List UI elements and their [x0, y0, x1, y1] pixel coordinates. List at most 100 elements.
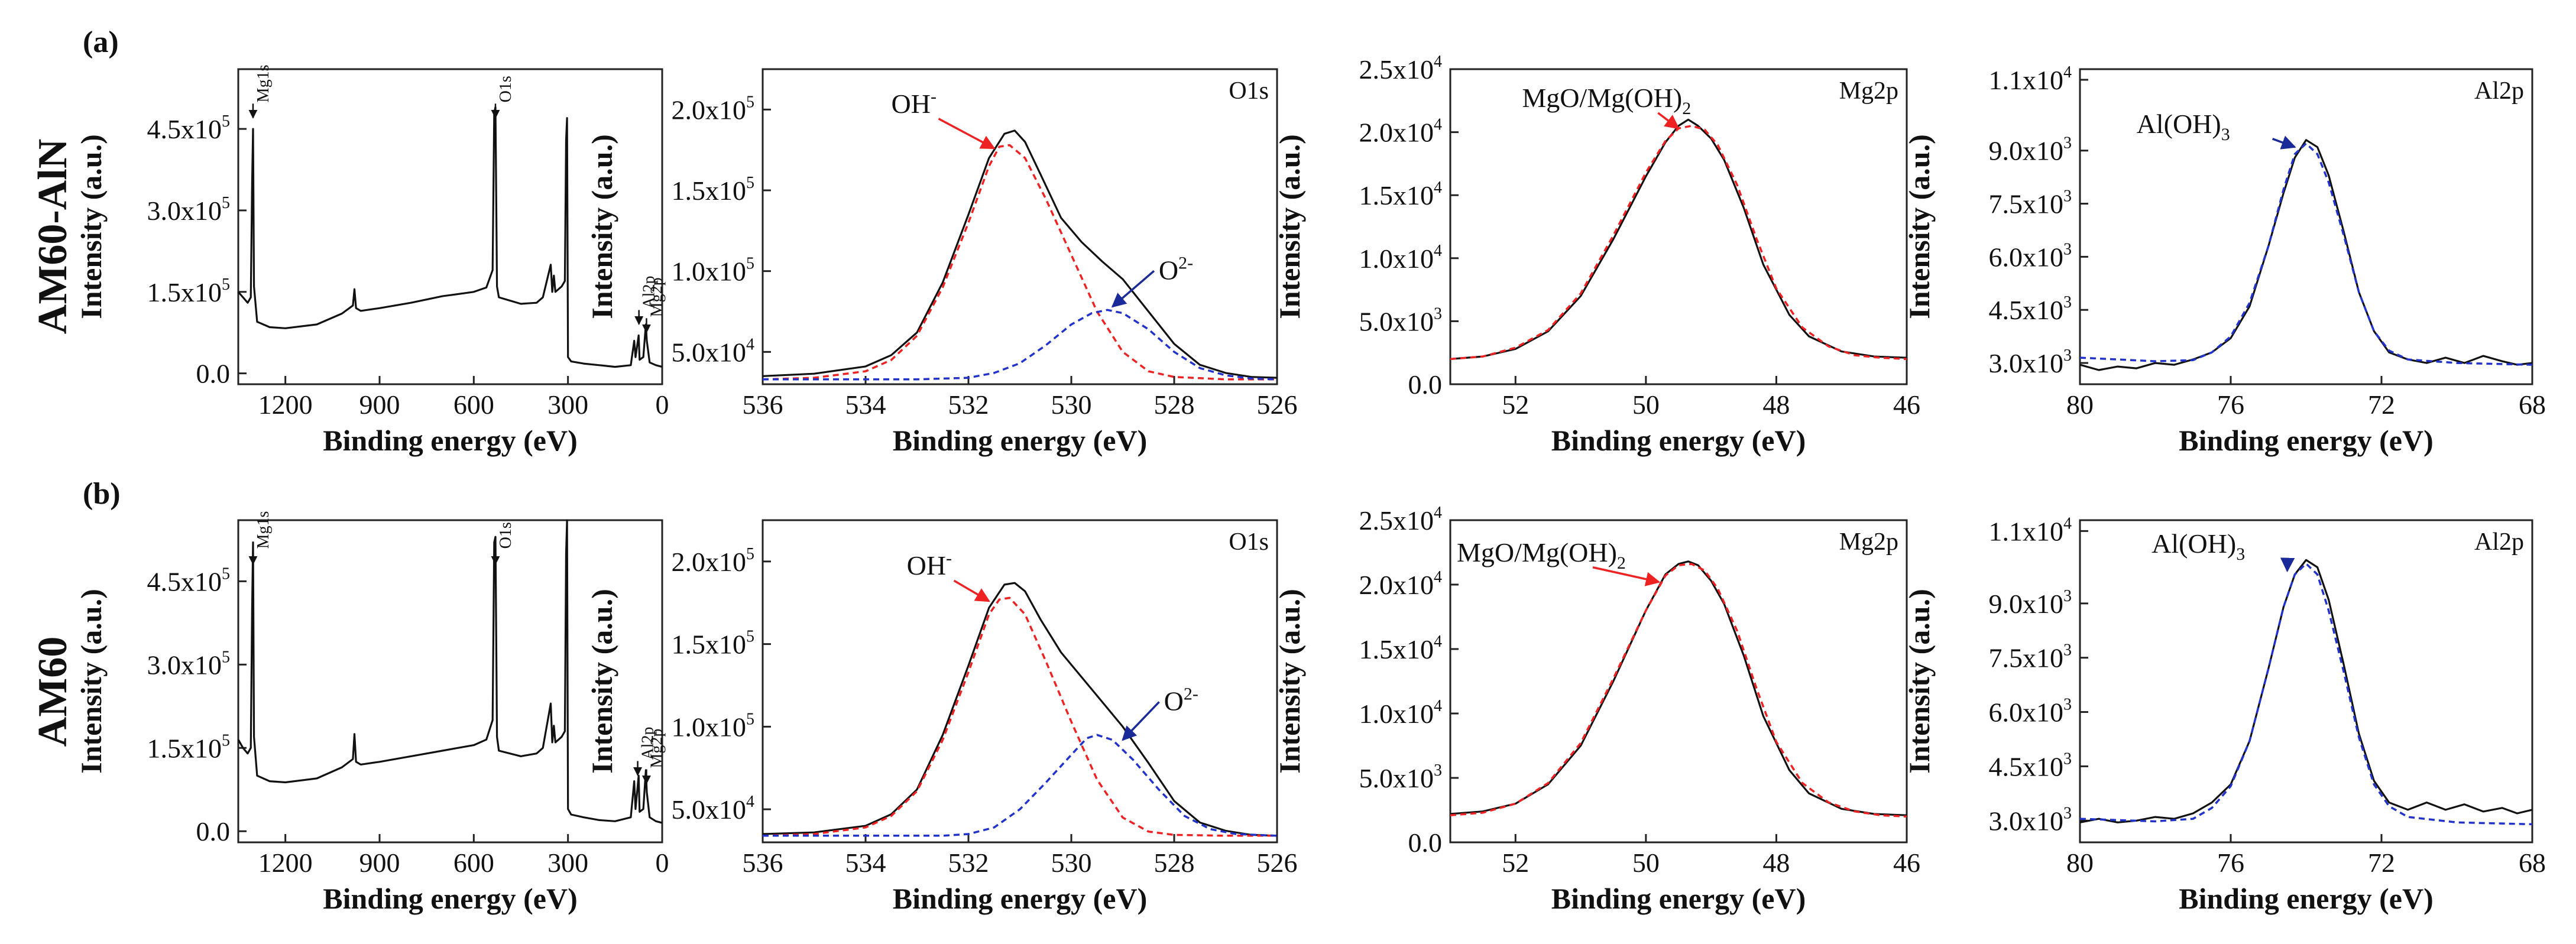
- series-measured: [2079, 559, 2533, 823]
- y-tick-label: 6.0x103: [1989, 696, 2072, 728]
- y-tick-label: 7.5x103: [1989, 641, 2072, 673]
- annotation-arrow: [953, 579, 990, 602]
- y-tick-label: 2.0x104: [1359, 116, 1443, 148]
- plot-frame: [762, 519, 1278, 844]
- chart-b-mg2p: 52 50 48 46 0.0 5.0x103 1.0x104 1.5x104 2.0x104 2…: [1273, 504, 1920, 915]
- chart-b-al2p: 80 76 72 68 3.0x103 4.5x103 6.0x103 7.5x103 9.0x…: [1903, 514, 2546, 915]
- x-tick-label: 300: [547, 390, 588, 420]
- series-fit: [1450, 563, 1907, 818]
- chart-a-survey: 1200 900 600 300 0 0.0 1.5x105 3.0x105 4.5x105 Bi…: [74, 65, 669, 457]
- y-tick-label: 6.0x103: [1989, 240, 2072, 272]
- x-axis-title: Binding energy (eV): [2179, 424, 2434, 457]
- x-tick-label: 46: [1893, 390, 1920, 420]
- x-tick-label: 528: [1154, 848, 1195, 878]
- y-tick-label: 4.5x105: [147, 112, 231, 144]
- y-axis-title: Intensity (a.u.): [585, 589, 618, 774]
- y-tick-label: 0.0: [1408, 369, 1443, 400]
- plot-frame: [1449, 519, 1908, 844]
- x-axis-title: Binding energy (eV): [2179, 882, 2434, 915]
- y-tick-label: 1.0x104: [1359, 697, 1443, 729]
- x-tick-label: 530: [1051, 390, 1092, 420]
- series-measured: [1450, 560, 1907, 816]
- plot-frame: [2079, 519, 2533, 844]
- series-o2-fit: [763, 309, 1278, 381]
- x-tick-label: 72: [2368, 848, 2395, 878]
- series-fit: [2079, 142, 2533, 366]
- chart-title: Mg2p: [1839, 77, 1898, 105]
- plot-frame: [1449, 68, 1908, 385]
- x-tick-label: 50: [1632, 390, 1660, 420]
- y-tick-label: 5.0x104: [672, 793, 755, 825]
- series-measured: [2079, 139, 2533, 371]
- x-tick-label: 530: [1051, 848, 1092, 878]
- series-survey: [237, 106, 663, 368]
- y-tick-label: 1.5x104: [1359, 632, 1443, 664]
- x-axis-title: Binding energy (eV): [1551, 882, 1806, 915]
- series-survey: [237, 519, 663, 824]
- series-measured: [762, 582, 1278, 837]
- x-tick-label: 536: [743, 848, 783, 878]
- panel-letter-a: (a): [83, 25, 119, 59]
- y-tick-label: 2.5x104: [1359, 53, 1443, 85]
- annotation-arrow: [1111, 270, 1155, 308]
- x-tick-label: 48: [1762, 390, 1790, 420]
- y-axis-title: Intensity (a.u.): [1903, 134, 1936, 319]
- x-tick-label: 72: [2368, 390, 2395, 420]
- peak-label: Mg1s: [254, 511, 273, 549]
- y-tick-label: 2.0x105: [672, 93, 755, 125]
- peak-label: O1s: [497, 522, 515, 549]
- y-axis-title: Intensity (a.u.): [1273, 589, 1306, 774]
- chart-a-o1s: 536 534 532 530 528 526 5.0x104 1.0x105 1.5x105 2…: [585, 68, 1298, 457]
- y-tick-label: 1.5x105: [147, 275, 231, 307]
- plot-frame: [237, 519, 663, 844]
- y-tick-label: 4.5x103: [1989, 293, 2072, 325]
- y-tick-label: 2.0x104: [1359, 568, 1443, 600]
- series-fit: [2079, 562, 2533, 826]
- y-tick-label: 3.0x103: [1989, 346, 2072, 378]
- y-axis-title: Intensity (a.u.): [74, 134, 108, 319]
- y-tick-label: 0.0: [196, 816, 231, 846]
- annotation-arrow: [2272, 135, 2296, 150]
- chart-title: O1s: [1229, 77, 1269, 105]
- x-tick-label: 76: [2217, 390, 2244, 420]
- y-tick-label: 4.5x105: [147, 565, 231, 596]
- y-tick-label: 4.5x103: [1989, 750, 2072, 781]
- x-tick-label: 532: [948, 848, 989, 878]
- x-tick-label: 80: [2066, 390, 2094, 420]
- chart-title: Al2p: [2474, 528, 2524, 556]
- y-tick-label: 9.0x103: [1989, 134, 2072, 166]
- x-tick-label: 532: [948, 390, 989, 420]
- y-tick-label: 9.0x103: [1989, 587, 2072, 619]
- annotation-arrow: [1122, 701, 1160, 741]
- x-axis-title: Binding energy (eV): [323, 882, 578, 915]
- series-oh-fit: [762, 596, 1277, 837]
- x-tick-label: 900: [359, 390, 400, 420]
- x-tick-label: 526: [1257, 848, 1298, 878]
- chart-title: O1s: [1229, 528, 1269, 556]
- x-tick-label: 46: [1893, 848, 1920, 878]
- y-tick-label: 1.0x105: [672, 710, 755, 742]
- y-tick-label: 1.5x104: [1359, 179, 1443, 210]
- y-tick-label: 1.0x105: [672, 255, 755, 287]
- plot-frame: [762, 68, 1278, 385]
- x-tick-label: 1200: [258, 390, 313, 420]
- panel-letter-b: (b): [83, 477, 121, 511]
- y-tick-label: 1.5x105: [672, 174, 755, 206]
- x-tick-label: 300: [547, 848, 588, 878]
- x-tick-label: 0: [656, 390, 669, 420]
- chart-b-o1s: 536 534 532 530 528 526 5.0x104 1.0x105 1.5x105 2…: [585, 519, 1298, 915]
- x-tick-label: 600: [453, 390, 494, 420]
- peak-label: Mg1s: [254, 65, 273, 103]
- y-tick-label: 1.5x105: [672, 628, 755, 660]
- y-axis-title: Intensity (a.u.): [585, 134, 618, 319]
- y-axis-title: Intensity (a.u.): [1903, 589, 1936, 774]
- chart-title: Mg2p: [1839, 528, 1898, 556]
- component-label: MgO/Mg(OH)2: [1457, 537, 1626, 573]
- component-label: MgO/Mg(OH)2: [1522, 83, 1691, 118]
- peak-label: Al2p: [640, 276, 659, 309]
- chart-grid: 1200 900 600 300 0 0.0 1.5x105 3.0x105 4.5x105 Bi…: [74, 53, 2546, 915]
- x-tick-label: 50: [1632, 848, 1660, 878]
- x-tick-label: 52: [1502, 848, 1529, 878]
- x-tick-label: 52: [1502, 390, 1529, 420]
